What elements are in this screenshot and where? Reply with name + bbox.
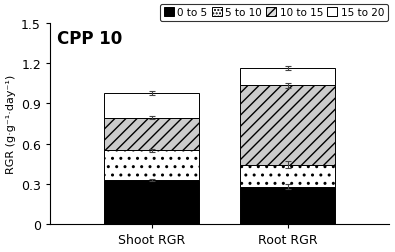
Bar — [240, 86, 335, 165]
Bar — [104, 151, 199, 180]
Bar — [104, 93, 199, 118]
Legend: 0 to 5, 5 to 10, 10 to 15, 15 to 20: 0 to 5, 5 to 10, 10 to 15, 15 to 20 — [160, 5, 387, 22]
Bar — [240, 69, 335, 86]
Text: CPP 10: CPP 10 — [57, 30, 122, 48]
Bar — [104, 180, 199, 225]
Bar — [104, 118, 199, 151]
Y-axis label: RGR (g·g⁻¹·day⁻¹): RGR (g·g⁻¹·day⁻¹) — [6, 75, 15, 174]
Bar — [240, 165, 335, 187]
Bar — [240, 187, 335, 225]
